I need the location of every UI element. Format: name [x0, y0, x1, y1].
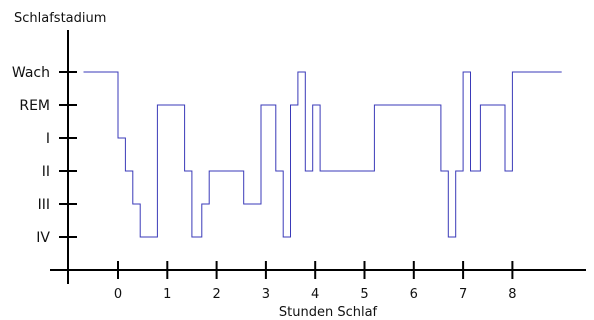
y-axis-label: Schlafstadium	[14, 11, 106, 26]
x-tick-label-4: 4	[311, 287, 319, 302]
x-ticks: 0 1 2 3 4 5 6 7 8	[114, 261, 517, 302]
x-tick-label-8: 8	[508, 287, 516, 302]
y-tick-label-i: I	[46, 131, 50, 147]
x-tick-label-1: 1	[163, 287, 171, 302]
x-tick-label-6: 6	[410, 287, 418, 302]
y-tick-label-rem: REM	[19, 98, 50, 114]
y-tick-label-ii: II	[42, 164, 50, 180]
y-tick-label-wach: Wach	[12, 65, 50, 81]
x-tick-label-7: 7	[459, 287, 467, 302]
x-axis-label: Stunden Schlaf	[279, 305, 378, 320]
x-tick-label-5: 5	[360, 287, 368, 302]
x-tick-label-2: 2	[212, 287, 220, 302]
x-tick-label-0: 0	[114, 287, 122, 302]
axes	[50, 30, 586, 284]
y-tick-label-iii: III	[38, 197, 50, 213]
y-tick-label-iv: IV	[36, 230, 50, 246]
sleep-stage-series-line	[83, 71, 562, 238]
x-tick-label-3: 3	[262, 287, 270, 302]
